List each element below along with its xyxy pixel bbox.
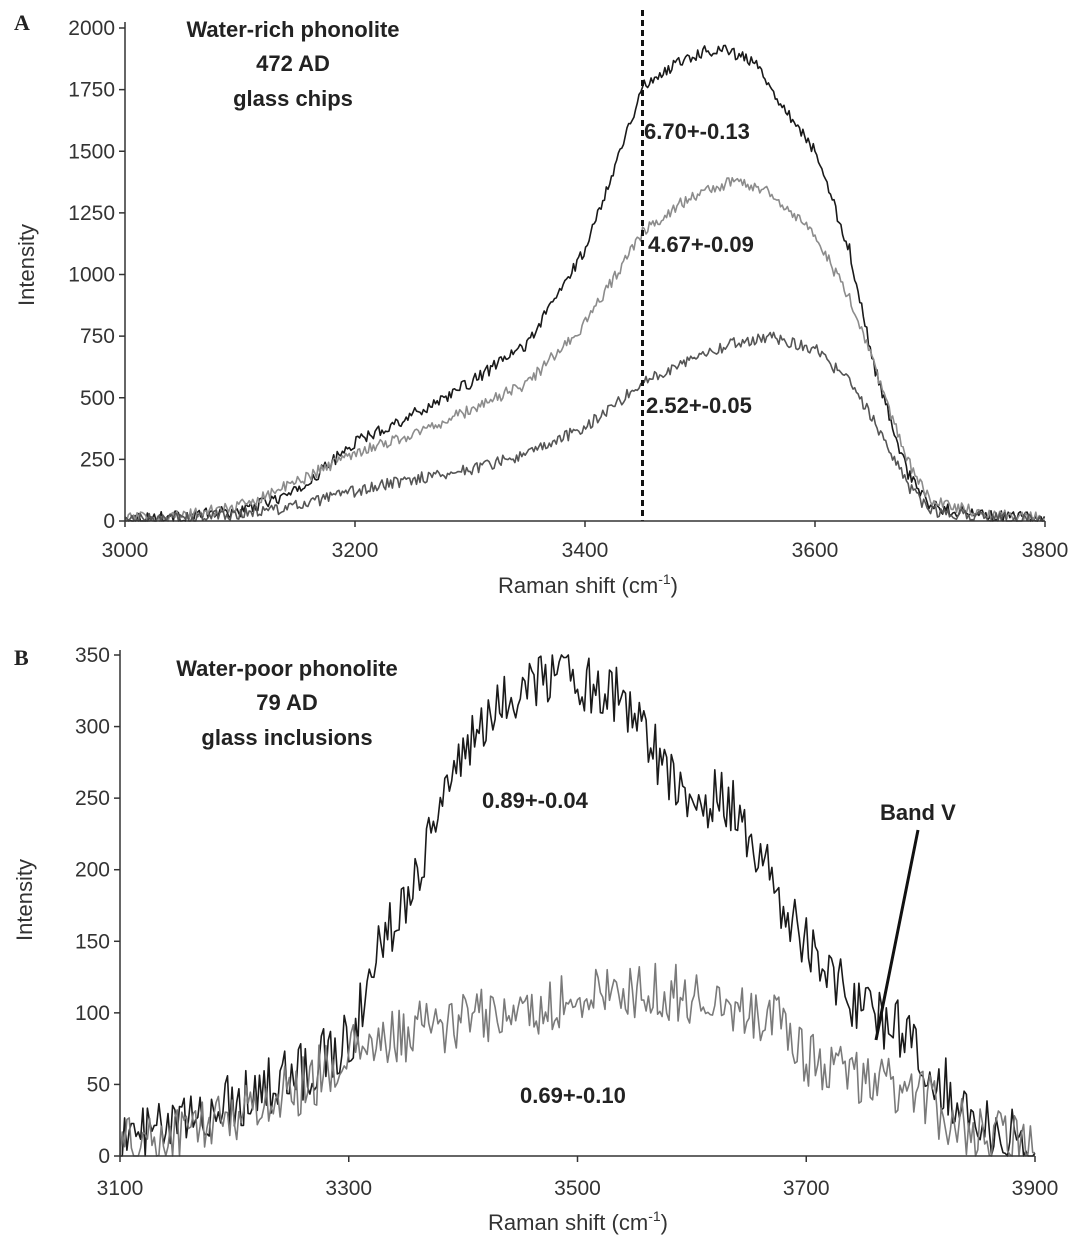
- x-tick-label: 3500: [554, 1177, 601, 1200]
- x-tick-label: 3700: [783, 1177, 830, 1200]
- panel-b-letter: B: [14, 645, 29, 670]
- panel-b-series-label-2: 0.69+-0.10: [520, 1083, 626, 1108]
- panel-b-annotation-line-2: 79 AD: [256, 690, 318, 715]
- panel-a-series: [124, 44, 1046, 522]
- panel-a-y-axis-title: Intensity: [14, 224, 39, 306]
- y-tick-label: 1000: [68, 264, 115, 287]
- panel-b-band-pointer: [874, 829, 920, 1041]
- series-line-b-1: [120, 654, 1036, 1157]
- panel-a: A 0 250 500 750 1000 1250 1500 1750 2000 3000 3200…: [14, 10, 1068, 598]
- x-tick-label: 3400: [562, 539, 609, 562]
- panel-a-series-label-2: 4.67+-0.09: [648, 232, 754, 257]
- panel-a-annotation-line-3: glass chips: [233, 86, 353, 111]
- y-tick-label: 250: [80, 448, 115, 471]
- panel-a-x-axis-title: Raman shift (cm-1): [498, 571, 678, 598]
- panel-b-band-label: Band V: [880, 800, 956, 825]
- series-line-a-1: [124, 44, 1046, 522]
- x-tick-label: 3100: [97, 1177, 144, 1200]
- y-tick-label: 300: [75, 716, 110, 739]
- x-tick-label: 3200: [332, 539, 379, 562]
- y-tick-label: 350: [75, 644, 110, 667]
- x-tick-label: 3300: [325, 1177, 372, 1200]
- panel-b-x-axis-title: Raman shift (cm-1): [488, 1208, 668, 1235]
- y-tick-label: 750: [80, 325, 115, 348]
- y-tick-label: 1250: [68, 202, 115, 225]
- y-tick-label: 500: [80, 387, 115, 410]
- panel-b-series: [119, 654, 1036, 1157]
- panel-a-annotation-line-2: 472 AD: [256, 51, 330, 76]
- y-tick-label: 100: [75, 1002, 110, 1025]
- panel-b-ticks: 0 50 100 150 200 250 300 350 3100 3300 3500 3700 390…: [75, 644, 1058, 1200]
- panel-a-series-label-3: 2.52+-0.05: [646, 393, 752, 418]
- panel-b-series-label-1: 0.89+-0.04: [482, 788, 589, 813]
- panel-b-y-axis-title: Intensity: [12, 859, 37, 941]
- y-tick-label: 250: [75, 787, 110, 810]
- x-tick-label: 3900: [1012, 1177, 1059, 1200]
- y-tick-label: 1500: [68, 140, 115, 163]
- x-tick-label: 3000: [102, 539, 149, 562]
- panel-a-series-label-1: 6.70+-0.13: [644, 119, 750, 144]
- x-tick-label: 3800: [1022, 539, 1069, 562]
- panel-a-annotation-line-1: Water-rich phonolite: [186, 17, 399, 42]
- y-tick-label: 50: [87, 1073, 110, 1096]
- series-line-a-2: [124, 177, 1046, 522]
- series-line-a-3: [124, 331, 1045, 522]
- y-tick-label: 200: [75, 859, 110, 882]
- panel-b-annotation-line-3: glass inclusions: [201, 725, 372, 750]
- panel-a-letter: A: [14, 10, 30, 35]
- series-line-b-2: [119, 962, 1036, 1157]
- panel-b-annotation-line-1: Water-poor phonolite: [176, 656, 398, 681]
- panel-b: B 0 50 100 150 200 250 300 350 3100 3300 3500 3700 3…: [12, 644, 1058, 1235]
- y-tick-label: 2000: [68, 17, 115, 40]
- panel-a-ticks: 0 250 500 750 1000 1250 1500 1750 2000 3000 3200 34…: [68, 17, 1068, 562]
- y-tick-label: 150: [75, 930, 110, 953]
- y-tick-label: 0: [98, 1145, 110, 1168]
- y-tick-label: 0: [103, 510, 115, 533]
- y-tick-label: 1750: [68, 79, 115, 102]
- x-tick-label: 3600: [792, 539, 839, 562]
